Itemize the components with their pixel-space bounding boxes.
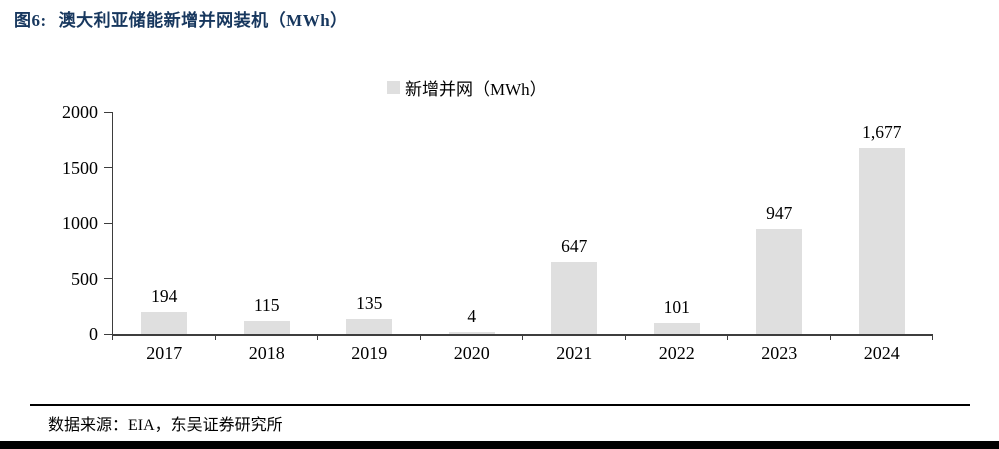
y-axis-line [111, 112, 113, 336]
x-axis-category-label: 2020 [453, 343, 490, 363]
x-axis-tick [112, 335, 113, 340]
y-axis-tick-label: 1500 [62, 157, 98, 178]
figure-label: 图6: [14, 11, 47, 30]
y-axis-tick-label: 1000 [62, 213, 98, 233]
bar [346, 319, 393, 334]
chart-legend: 新增并网（MWh） [387, 78, 547, 99]
bar-value-label: 101 [663, 296, 690, 317]
x-axis-tick [624, 335, 626, 340]
bar [858, 147, 905, 334]
bar-value-label: 194 [151, 286, 178, 307]
x-axis-category-label: 2021 [556, 343, 593, 363]
x-axis-tick [214, 335, 216, 340]
bar-value-label: 1,677 [862, 121, 902, 142]
bar [756, 228, 803, 334]
bar [448, 332, 495, 334]
y-axis-tick [103, 222, 112, 224]
x-axis-tick [727, 335, 728, 340]
bar [653, 322, 700, 334]
x-axis-tick [317, 335, 318, 340]
y-axis-tick [103, 333, 112, 335]
x-axis-tick [419, 335, 421, 340]
bar [141, 312, 188, 334]
footer-bar [0, 441, 999, 449]
x-axis-tick [829, 335, 831, 340]
x-axis-tick [932, 335, 933, 340]
x-axis-tick [522, 335, 523, 340]
bar [551, 262, 598, 334]
legend-swatch-icon [387, 80, 400, 94]
separator-line [30, 404, 970, 406]
chart-card: 新增并网（MWh） 0 500 1000 1500 2000 194 2017 115 2018… [14, 62, 986, 380]
source-note: 数据来源：EIA，东吴证券研究所 [48, 417, 283, 434]
x-axis-category-label: 2018 [248, 343, 285, 363]
y-axis-tick-label: 2000 [62, 102, 98, 122]
bar-value-label: 647 [561, 236, 588, 257]
x-axis-category-label: 2022 [658, 343, 695, 363]
y-axis-tick-label: 500 [71, 268, 98, 289]
x-axis-category-label: 2023 [761, 343, 798, 363]
bar-value-label: 115 [253, 295, 280, 316]
x-axis-line [111, 334, 933, 336]
figure-title: 图6: 澳大利亚储能新增并网装机（MWh） [14, 6, 348, 31]
x-axis-category-label: 2019 [351, 343, 388, 363]
y-axis-tick-label: 0 [89, 324, 98, 344]
bar-value-label: 947 [766, 202, 793, 223]
x-axis-category-label: 2017 [146, 343, 183, 363]
x-axis-category-label: 2024 [863, 343, 900, 363]
y-axis-tick [103, 167, 112, 168]
bar-value-label: 4 [467, 306, 477, 326]
y-axis-tick [103, 111, 112, 113]
bar-value-label: 135 [356, 293, 383, 313]
legend-label: 新增并网（MWh） [405, 79, 547, 99]
y-axis-tick [103, 278, 112, 279]
bar [243, 321, 290, 334]
figure-title-text: 澳大利亚储能新增并网装机（MWh） [58, 11, 348, 30]
